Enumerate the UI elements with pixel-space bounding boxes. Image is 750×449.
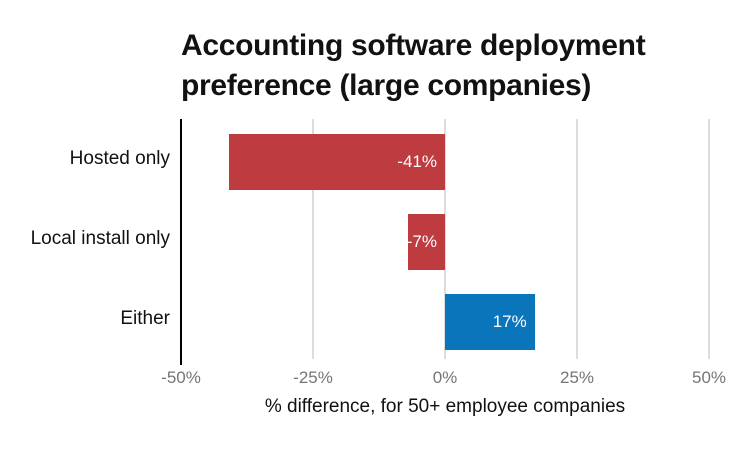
category-label-hosted-only: Hosted only (69, 148, 170, 169)
category-label-either: Either (120, 308, 170, 329)
category-axis-labels: Hosted only Local install only Either (0, 119, 170, 359)
gridline-0% (444, 119, 446, 359)
x-axis-title: % difference, for 50+ employee companies (264, 396, 626, 417)
bar-value-label: -7% (406, 232, 437, 251)
gridline--25% (312, 119, 314, 359)
x-tick-label--25%: -25% (293, 368, 333, 387)
bar-local-install-only: -7% (406, 214, 445, 270)
plot-area: -41% -7% 17% (180, 119, 710, 365)
bar-value-label: -41% (397, 152, 437, 171)
bar-value-label: 17% (492, 312, 527, 331)
category-label-local-install-only: Local install only (30, 228, 170, 249)
gridline-25% (576, 119, 578, 359)
bar-hosted-only: -41% (228, 134, 445, 190)
x-tick-label--50%: -50% (161, 368, 201, 387)
y-axis-line (180, 119, 182, 365)
chart-title-line-1: Accounting software deployment (181, 29, 646, 62)
x-tick-label-25%: 25% (559, 368, 595, 387)
gridline-50% (708, 119, 710, 359)
chart-title-line-2: preference (large companies) (181, 69, 592, 102)
x-tick-label-0%: 0% (432, 368, 458, 387)
chart-title: Accounting software deployment preferenc… (181, 26, 646, 106)
bar-either: 17% (445, 294, 535, 350)
x-tick-label-50%: 50% (691, 368, 727, 387)
